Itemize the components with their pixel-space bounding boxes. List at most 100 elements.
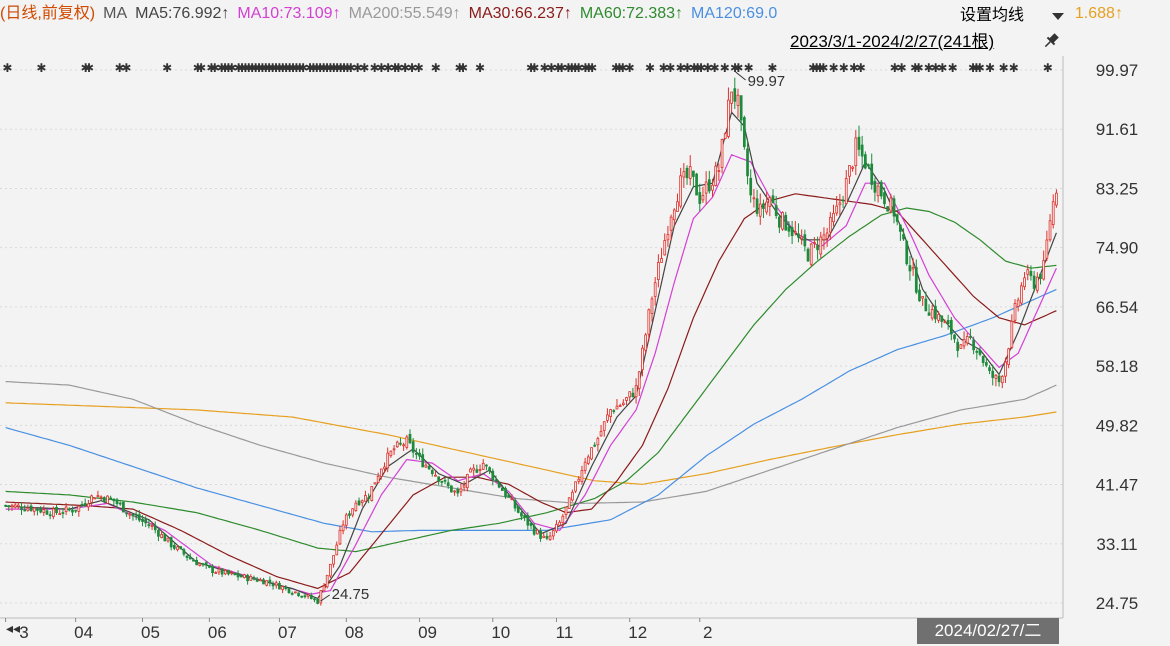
- event-marker: ✱: [968, 61, 978, 75]
- candle-body: [1004, 361, 1007, 377]
- x-tick-label: 04: [74, 623, 93, 642]
- event-marker: ✱: [305, 61, 315, 75]
- candle-body: [367, 497, 370, 500]
- pin-icon[interactable]: [1040, 30, 1062, 52]
- candle-body: [300, 595, 304, 598]
- x-tick-label: 05: [141, 623, 160, 642]
- candle-body: [278, 582, 281, 590]
- candle-body: [344, 514, 348, 526]
- candle-body: [934, 305, 937, 320]
- candle-body: [781, 212, 784, 230]
- ma60-value: MA60:72.383↑: [579, 5, 684, 22]
- candle-body: [364, 495, 367, 502]
- candle-body: [243, 574, 246, 578]
- candle-body: [325, 574, 329, 588]
- event-marker: ✱: [400, 61, 410, 75]
- candle-body: [558, 521, 562, 526]
- event-marker: ✱: [81, 61, 91, 75]
- event-marker: ✱: [665, 61, 675, 75]
- event-marker: ✱: [383, 61, 393, 75]
- y-tick-label: 58.18: [1096, 357, 1139, 376]
- candle-body: [147, 524, 151, 527]
- candle-body: [666, 234, 670, 241]
- event-marker: ✱: [342, 61, 352, 75]
- date-range[interactable]: 2023/3/1-2024/2/27(241根): [790, 32, 995, 51]
- candle-body: [188, 556, 192, 560]
- candle-body: [953, 334, 956, 340]
- event-marker: ✱: [567, 61, 577, 75]
- event-marker: ✱: [614, 61, 624, 75]
- event-marker: ✱: [744, 61, 754, 75]
- set-ma-button[interactable]: 设置均线: [950, 2, 1076, 30]
- candle-body: [571, 491, 574, 501]
- candle-body: [911, 267, 915, 270]
- event-marker: ✱: [553, 61, 563, 75]
- scroll-left-icon[interactable]: ◂◂: [6, 620, 21, 636]
- candle-body: [606, 414, 609, 421]
- candle-body: [472, 467, 476, 471]
- x-tick-label: 11: [556, 623, 574, 642]
- candle-body: [77, 505, 81, 512]
- candle-body: [1010, 320, 1014, 348]
- event-marker: ✱: [36, 61, 46, 75]
- candle-body: [408, 433, 412, 444]
- candle-body: [93, 497, 97, 500]
- candle-body: [555, 523, 558, 532]
- candle-body: [195, 559, 199, 566]
- candle-body: [118, 502, 122, 505]
- event-marker: ✱: [937, 61, 947, 75]
- candle-body: [131, 514, 135, 517]
- event-marker: ✱: [580, 61, 590, 75]
- candle-body: [42, 509, 46, 513]
- event-marker: ✱: [720, 61, 730, 75]
- candle-body: [201, 563, 205, 566]
- event-marker: ✱: [897, 61, 907, 75]
- candle-body: [500, 487, 504, 491]
- candle-body: [360, 500, 364, 504]
- candle-body: [373, 482, 377, 485]
- candle-body: [233, 572, 237, 576]
- candle-body: [504, 488, 507, 497]
- candle-body: [478, 469, 482, 472]
- candle-body: [67, 508, 71, 511]
- candle-body: [115, 499, 119, 505]
- event-marker: ✱: [1009, 61, 1019, 75]
- candle-body: [64, 506, 68, 512]
- candle-body: [357, 500, 361, 506]
- annotations: 99.97 24.75: [320, 71, 785, 603]
- candle-body: [450, 485, 453, 493]
- event-marker: ✱: [257, 61, 267, 75]
- candle-body: [765, 201, 768, 213]
- y-tick-label: 24.75: [1096, 594, 1139, 613]
- candle-body: [876, 185, 880, 197]
- event-marker: ✱: [254, 61, 264, 75]
- candle-body: [832, 212, 835, 223]
- candle-body: [806, 248, 810, 262]
- x-tick-label: 08: [345, 623, 364, 642]
- candle-body: [246, 574, 249, 582]
- event-marker: ✱: [376, 61, 386, 75]
- candle-body: [539, 530, 542, 539]
- candle-body: [169, 537, 173, 548]
- candle-body: [153, 525, 157, 531]
- candle-body: [682, 171, 686, 178]
- event-marker: ✱: [336, 61, 346, 75]
- period-label[interactable]: (日线,前复权): [0, 5, 96, 22]
- candle-body: [227, 569, 230, 575]
- event-marker: ✱: [587, 61, 597, 75]
- candle-body: [902, 233, 905, 240]
- candle-body: [768, 197, 772, 208]
- candle-body: [1051, 201, 1055, 225]
- candle-body: [848, 165, 851, 177]
- event-marker: ✱: [390, 61, 400, 75]
- candle-body: [618, 405, 622, 407]
- candle-body: [615, 405, 619, 410]
- candle-body: [411, 441, 415, 453]
- event-marker: ✱: [251, 61, 261, 75]
- candle-body: [755, 198, 759, 214]
- event-marker: ✱: [563, 61, 573, 75]
- candle-body: [74, 509, 78, 512]
- candle-body: [803, 234, 807, 247]
- candle-body: [125, 512, 128, 515]
